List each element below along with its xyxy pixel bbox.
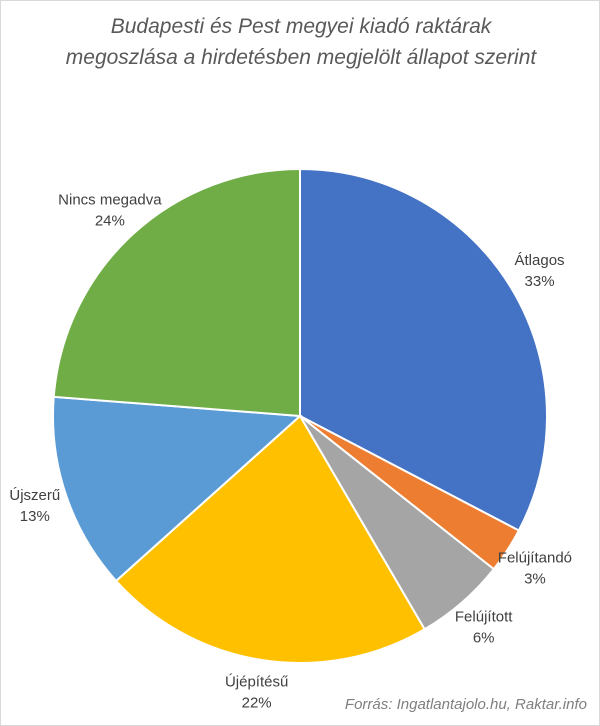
pie-slice xyxy=(299,167,548,532)
slice-value: 24% xyxy=(95,212,125,229)
slice-label: Felújítandó xyxy=(498,549,572,566)
slice-label: Újszerű xyxy=(9,487,60,504)
slice-label: Újépítésű xyxy=(225,674,288,691)
pie-slice xyxy=(52,167,301,418)
pie-slice xyxy=(52,395,303,583)
slice-label: Átlagos xyxy=(515,252,565,269)
slice-value: 33% xyxy=(525,273,555,290)
chart-title: Budapesti és Pest megyei kiadó raktárak … xyxy=(65,15,537,69)
slice-value: 3% xyxy=(524,570,546,587)
slice-value: 22% xyxy=(242,695,272,712)
slice-label: Nincs megadva xyxy=(58,191,162,208)
slice-value: 6% xyxy=(473,629,495,646)
source-note: Forrás: Ingatlantajolo.hu, Raktar.info xyxy=(344,696,587,713)
pie-slice xyxy=(114,414,426,664)
slice-value: 13% xyxy=(20,508,50,525)
slice-label: Felújított xyxy=(455,608,513,625)
